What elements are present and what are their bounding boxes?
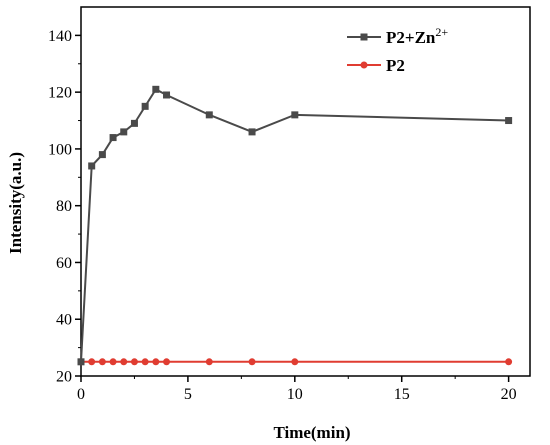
data-point-p2 (152, 358, 160, 366)
legend-label-p2-zn: P2+Zn2+ (386, 25, 448, 47)
data-point-p2 (505, 358, 513, 366)
y-tick-label: 80 (56, 198, 72, 215)
data-point-p2-zn (152, 85, 160, 93)
data-point-p2-zn (163, 91, 171, 99)
data-point-p2 (163, 358, 171, 366)
y-tick-label: 60 (56, 255, 72, 272)
y-tick-label: 40 (56, 312, 72, 329)
data-point-p2-zn (205, 111, 213, 119)
legend-entry-p2-zn: P2+Zn2+ (347, 25, 448, 47)
x-tick-label: 10 (287, 386, 303, 403)
y-axis-title: Intensity(a.u.) (6, 152, 25, 254)
legend-marker-p2 (360, 61, 368, 69)
y-tick-label: 20 (56, 369, 72, 386)
data-point-p2 (98, 358, 106, 366)
data-point-p2 (141, 358, 149, 366)
axes (80, 6, 531, 377)
data-point-p2-zn (141, 102, 149, 110)
plot-frame (80, 6, 531, 377)
data-point-p2-zn (248, 128, 256, 136)
data-point-p2-zn (98, 151, 106, 159)
y-tick-label: 120 (48, 85, 72, 102)
data-point-p2-zn (120, 128, 128, 136)
data-point-p2-zn (291, 111, 299, 119)
data-point-p2-zn (130, 119, 138, 127)
x-tick-label: 15 (394, 386, 410, 403)
y-tick-label: 140 (48, 28, 72, 45)
data-point-p2 (291, 358, 299, 366)
data-point-p2-zn (505, 117, 513, 125)
legend-label-p2: P2 (386, 56, 405, 75)
data-point-p2 (248, 358, 256, 366)
x-tick-label: 20 (501, 386, 517, 403)
data-point-p2 (120, 358, 128, 366)
data-point-p2 (130, 358, 138, 366)
series-line-p2-zn (80, 88, 509, 362)
data-point-p2 (109, 358, 117, 366)
y-tick-label: 100 (48, 141, 72, 158)
legend: P2+Zn2+ P2 (347, 25, 448, 75)
axis-ticks: 0 5 10 15 20 20 40 60 80 100 120 140 (48, 28, 517, 403)
series-p2-zn (77, 85, 513, 366)
x-axis-title: Time(min) (273, 423, 350, 442)
x-tick-label: 5 (184, 386, 192, 403)
legend-entry-p2: P2 (347, 56, 405, 75)
x-tick-label: 0 (77, 386, 85, 403)
data-point-p2-zn (109, 134, 117, 142)
data-point-p2-zn (88, 162, 96, 170)
data-point-p2 (205, 358, 213, 366)
legend-marker-p2-zn (360, 33, 368, 41)
series-layer (77, 85, 513, 366)
data-point-p2-zn (77, 358, 85, 366)
series-p2 (77, 358, 513, 366)
data-point-p2 (88, 358, 96, 366)
